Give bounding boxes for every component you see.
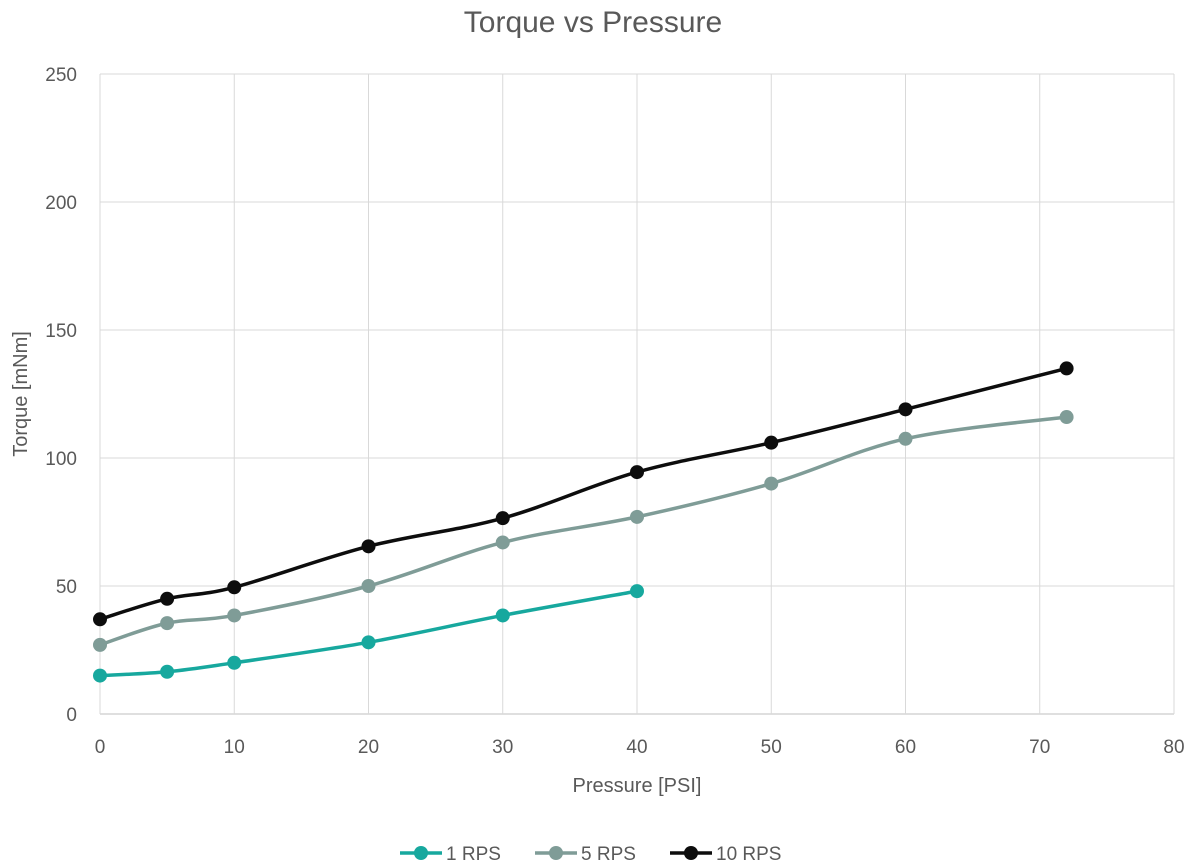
data-point-10-rps: [160, 591, 175, 606]
y-tick-label: 250: [45, 65, 77, 86]
data-point-5-rps: [898, 431, 913, 446]
data-point-1-rps: [630, 584, 644, 599]
x-tick-label: 60: [895, 737, 916, 758]
series-1-rps: [93, 584, 644, 683]
x-tick-label: 30: [492, 737, 513, 758]
x-tick-label: 80: [1163, 737, 1184, 758]
x-axis-title: Pressure [PSI]: [573, 775, 702, 797]
x-tick-label: 70: [1029, 737, 1050, 758]
data-point-10-rps: [898, 402, 913, 417]
legend: 1 RPS 5 RPS 10 RPS: [400, 844, 781, 865]
legend-label-10-rps: 10 RPS: [716, 844, 781, 865]
data-point-1-rps: [93, 668, 107, 683]
data-point-5-rps: [227, 608, 242, 623]
legend-marker-1-rps: [414, 846, 428, 860]
data-point-1-rps: [160, 664, 175, 679]
x-tick-label: 50: [761, 737, 782, 758]
data-point-10-rps: [495, 511, 510, 526]
legend-item-10-rps: 10 RPS: [670, 844, 781, 865]
grid-lines: [99, 73, 1175, 715]
data-point-5-rps: [361, 579, 376, 593]
x-tick-label: 40: [626, 737, 647, 758]
y-tick-label: 100: [45, 449, 77, 470]
data-point-1-rps: [361, 635, 376, 650]
data-point-10-rps: [361, 539, 376, 554]
x-tick-label: 20: [358, 737, 379, 758]
data-point-10-rps: [1059, 361, 1074, 376]
x-axis-tick-labels: 0 10 20 30 40 50 60 70 80: [95, 737, 1185, 758]
y-axis-title: Torque [mNm]: [10, 331, 32, 457]
data-point-5-rps: [495, 535, 510, 550]
series-line-10-rps: [98, 366, 1069, 622]
legend-item-1-rps: 1 RPS: [400, 844, 501, 865]
y-tick-label: 150: [45, 321, 77, 342]
x-tick-label: 0: [95, 737, 106, 758]
data-point-1-rps: [227, 655, 242, 670]
data-point-5-rps: [764, 476, 779, 491]
data-point-10-rps: [764, 435, 779, 450]
series-line-5-rps: [98, 415, 1069, 647]
data-point-5-rps: [1059, 410, 1074, 425]
legend-label-5-rps: 5 RPS: [581, 844, 636, 865]
legend-marker-5-rps: [549, 846, 563, 860]
y-tick-label: 0: [66, 705, 77, 726]
data-point-5-rps: [160, 616, 175, 631]
data-point-5-rps: [630, 509, 644, 524]
data-point-1-rps: [495, 608, 510, 623]
legend-marker-10-rps: [684, 846, 698, 860]
data-point-10-rps: [630, 465, 644, 480]
series-5-rps: [93, 410, 1074, 652]
x-tick-label: 10: [224, 737, 245, 758]
legend-label-1-rps: 1 RPS: [446, 844, 501, 865]
data-point-10-rps: [227, 580, 242, 595]
series-layer: [93, 361, 1074, 683]
data-point-5-rps: [93, 637, 107, 652]
legend-item-5-rps: 5 RPS: [535, 844, 636, 865]
chart-title: Torque vs Pressure: [464, 6, 722, 39]
series-10-rps: [93, 361, 1074, 627]
y-tick-label: 200: [45, 193, 77, 214]
y-axis-tick-labels: 0 50 100 150 200 250: [45, 65, 77, 726]
y-tick-label: 50: [56, 577, 77, 598]
data-point-10-rps: [93, 612, 107, 627]
